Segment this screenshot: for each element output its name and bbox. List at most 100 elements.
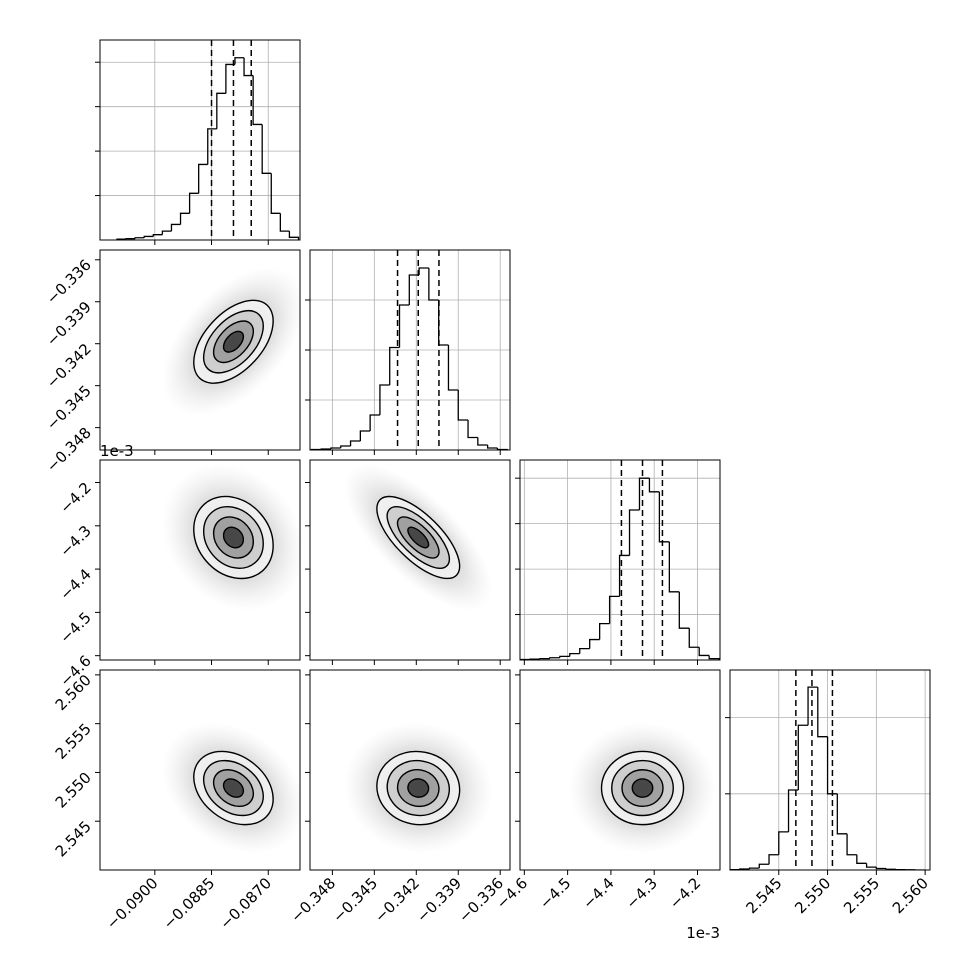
contour [407, 526, 430, 549]
y-tick-label: −0.342 [43, 340, 95, 392]
histogram-step [618, 554, 630, 597]
histogram-step [270, 173, 281, 214]
x-tick-label: −0.348 [287, 874, 339, 926]
contour [222, 778, 245, 798]
histogram-step [340, 445, 351, 448]
panel-frame [309, 669, 511, 871]
histogram-step [134, 237, 145, 239]
histogram-step [369, 414, 380, 431]
histogram-step [589, 638, 600, 649]
pair-panel [162, 267, 300, 417]
histogram-step [486, 445, 498, 449]
histogram-step [698, 647, 710, 657]
histogram-step [467, 420, 478, 439]
x-tick-label: 2.550 [791, 874, 834, 917]
histogram-step [638, 477, 650, 510]
histogram-step [152, 234, 163, 237]
y-tick-label: −4.2 [56, 479, 94, 517]
histogram-panel [730, 670, 930, 870]
histogram-panel [520, 460, 720, 660]
panel-frame [99, 459, 301, 661]
histogram-step [549, 657, 560, 659]
y-tick-label: −0.348 [43, 424, 95, 476]
histogram-step [216, 92, 226, 129]
histogram-step [477, 437, 488, 446]
histogram-step [359, 430, 371, 441]
histogram-step [379, 384, 390, 415]
histogram-step [457, 390, 469, 421]
histogram-step [807, 686, 818, 726]
histogram-step [389, 346, 400, 385]
histogram-step [778, 831, 789, 855]
histogram-step [261, 124, 272, 174]
histogram-step [225, 63, 235, 94]
histogram-step [438, 300, 449, 346]
histogram-step [885, 868, 896, 870]
panel-frame [309, 249, 511, 451]
histogram-step [599, 622, 610, 640]
histogram-step [198, 163, 208, 194]
histogram-step [875, 867, 887, 870]
pair-panel [343, 463, 493, 612]
histogram-step [748, 867, 760, 870]
contour [407, 778, 430, 798]
histogram-step [243, 57, 254, 77]
pair-panel [568, 722, 717, 854]
histogram-step [279, 213, 290, 232]
x-tick-label: 2.560 [889, 874, 932, 917]
x-tick-label: −0.0900 [103, 874, 162, 933]
y-tick-label: −4.5 [56, 608, 94, 646]
histogram-step [179, 212, 190, 225]
x-tick-label: 2.545 [743, 874, 786, 917]
histogram-panel [100, 40, 300, 240]
histogram-step [865, 863, 877, 868]
histogram-step [846, 833, 857, 856]
x-tick-label: −4.3 [623, 874, 661, 912]
y-tick-label: −0.345 [43, 382, 95, 434]
x-tick-label: −0.345 [329, 874, 381, 926]
histogram-step [678, 591, 690, 629]
histogram-step [836, 793, 848, 835]
histogram-step [398, 304, 410, 348]
panel-frame [519, 669, 721, 871]
panel-frame [729, 669, 931, 871]
y-tick-label: −0.336 [43, 256, 95, 308]
histogram-step [856, 854, 867, 864]
y-tick-label: −4.3 [56, 522, 94, 560]
histogram-step [787, 789, 799, 832]
x-tick-label: −0.0870 [216, 874, 275, 933]
pair-panel [162, 722, 300, 854]
y-tick-label: 2.550 [52, 769, 95, 812]
histogram-step [234, 57, 245, 65]
histogram-panel [310, 250, 510, 450]
histogram-step [688, 628, 700, 648]
pair-panel [343, 722, 493, 854]
x-offset-label: 1e-3 [686, 924, 720, 942]
histogram-step [447, 345, 459, 391]
histogram-step [708, 655, 720, 660]
histogram-step [170, 223, 181, 232]
x-tick-label: −0.342 [371, 874, 423, 926]
histogram-step [330, 447, 341, 449]
x-tick-label: −0.339 [413, 874, 465, 926]
histogram-step [320, 448, 331, 450]
histogram-step [797, 724, 809, 790]
histogram-step [768, 854, 779, 865]
contour [222, 330, 245, 353]
panel-frame [99, 249, 301, 451]
histogram-step [559, 655, 570, 658]
histogram-step [569, 652, 580, 657]
histogram-step [349, 440, 361, 446]
y-tick-label: −4.4 [56, 565, 94, 603]
contour [631, 778, 654, 798]
histogram-step [739, 868, 750, 870]
histogram-step [418, 267, 429, 275]
histogram-step [288, 231, 300, 240]
histogram-step [817, 687, 828, 738]
histogram-step [161, 230, 172, 235]
histogram-step [608, 595, 620, 624]
histogram-step [428, 268, 439, 301]
panel-frame [309, 459, 511, 661]
pair-panel [162, 463, 300, 612]
y-tick-label: 2.545 [52, 817, 95, 860]
